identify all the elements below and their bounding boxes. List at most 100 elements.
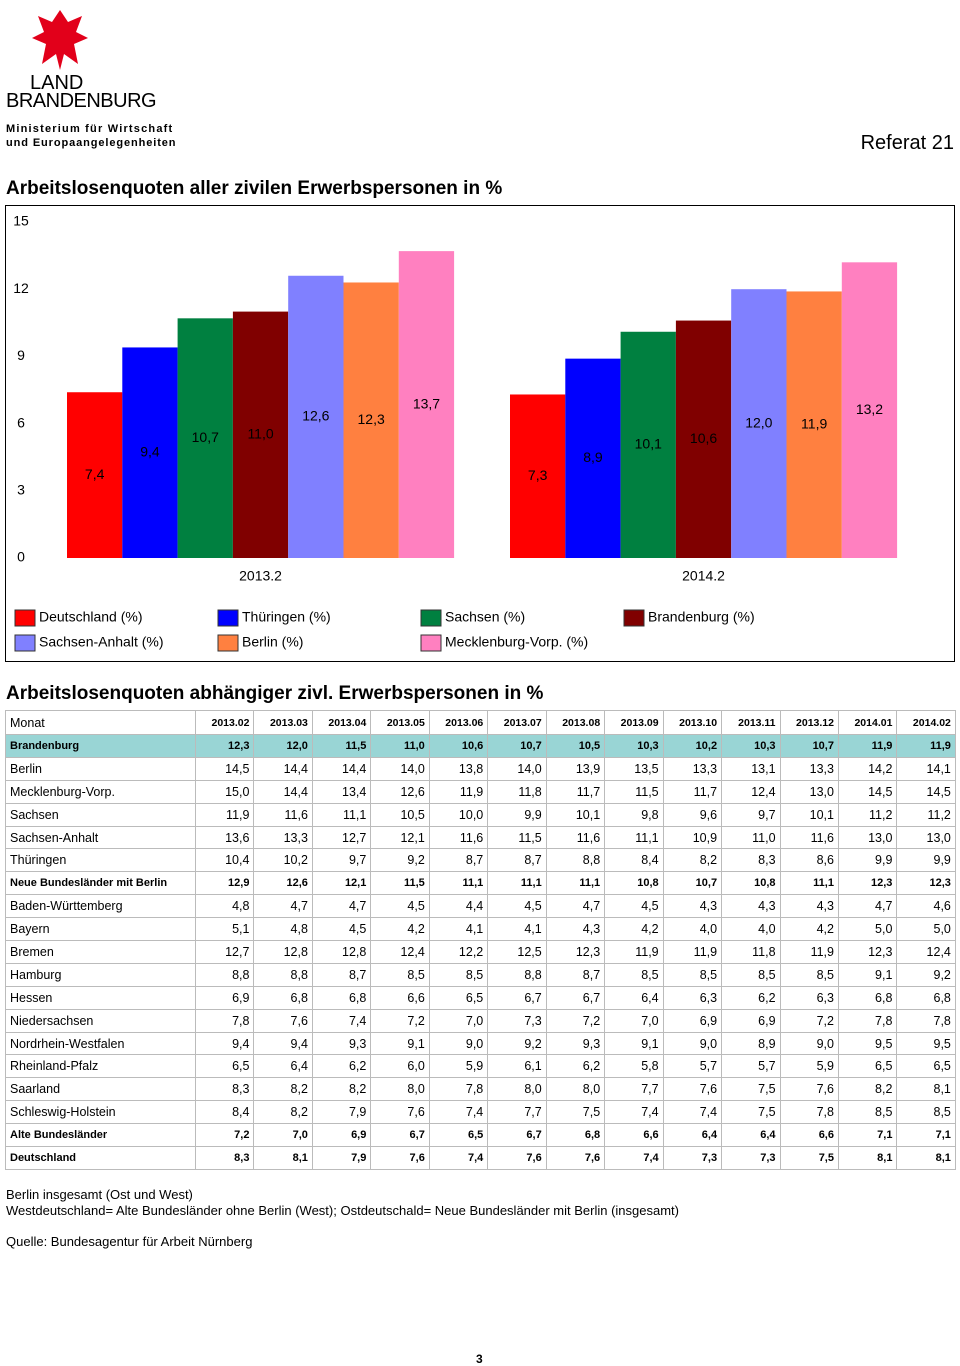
cell: 7,4 [662, 1100, 723, 1125]
cell: 14,5 [896, 779, 956, 804]
table-row: Niedersachsen 7,8 7,6 7,4 7,2 7,0 7,3 7,2 7,0 6,9… [5, 1008, 956, 1033]
cell: 9,6 [662, 802, 723, 827]
cell: 4,8 [253, 917, 313, 942]
cell: 8,1 [837, 1146, 898, 1170]
cell: 6,4 [253, 1054, 313, 1079]
row-label: Hamburg [5, 962, 196, 987]
cell: 11,1 [487, 871, 547, 896]
cell: 8,5 [370, 962, 430, 987]
cell: 8,5 [837, 1100, 898, 1125]
cell: 7,4 [311, 1008, 372, 1033]
table-row: Saarland 8,3 8,2 8,2 8,0 7,8 8,0 8,0 7,7 7,6 7,5 7,… [5, 1077, 956, 1102]
cell: 8,1 [896, 1146, 956, 1170]
cell: 6,7 [487, 985, 547, 1010]
x-tick-label: 2014.2 [682, 568, 725, 584]
cell: 7,8 [837, 1008, 898, 1033]
cell: 6,9 [311, 1123, 372, 1148]
source: Quelle: Bundesagentur für Arbeit Nürnber… [6, 1234, 253, 1249]
logo-text: LAND [30, 72, 84, 94]
header-cell: 2013.05 [370, 710, 430, 735]
row-label: Baden-Württemberg [5, 894, 196, 919]
cell: 8,0 [487, 1077, 547, 1102]
note: Westdeutschland= Alte Bundesländer ohne … [6, 1203, 679, 1218]
cell: 7,6 [370, 1146, 430, 1170]
row-label: Bayern [5, 917, 196, 942]
value-label: 7,3 [528, 467, 548, 483]
y-tick-label: 15 [13, 213, 29, 229]
row-label: Bremen [5, 940, 196, 964]
cell: 7,3 [662, 1146, 723, 1170]
cell: 13,3 [779, 756, 839, 781]
cell: 6,3 [779, 985, 839, 1010]
legend-swatch [217, 634, 239, 652]
legend-label: Brandenburg (%) [648, 609, 755, 625]
cell: 8,7 [487, 848, 547, 873]
ministry: Ministerium für Wirtschaft [6, 123, 174, 135]
cell: 4,6 [896, 894, 956, 919]
bar [232, 311, 289, 558]
page-number: 3 [476, 1352, 483, 1366]
cell: 12,3 [837, 871, 898, 896]
value-label: 10,1 [635, 436, 662, 452]
cell: 12,3 [545, 940, 606, 964]
cell: 13,5 [604, 756, 664, 781]
value-label: 13,2 [856, 401, 883, 417]
cell: 13,0 [896, 825, 956, 850]
cell: 11,5 [311, 734, 372, 758]
cell: 7,2 [370, 1008, 430, 1033]
cell: 11,0 [370, 734, 430, 758]
cell: 9,8 [604, 802, 664, 827]
cell: 9,2 [896, 962, 956, 987]
cell: 7,9 [311, 1146, 372, 1170]
cell: 4,3 [662, 894, 723, 919]
cell: 12,1 [311, 871, 372, 896]
cell: 11,0 [721, 825, 781, 850]
cell: 4,0 [662, 917, 723, 942]
header-cell: 2013.10 [662, 710, 723, 735]
row-label: Neue Bundesländer mit Berlin [5, 871, 196, 896]
cell: 8,7 [545, 962, 606, 987]
header-cell: 2013.08 [545, 710, 606, 735]
chart: 0 3 6 9 12 15 2013.2 7,4 9,4 10,7 11,0 12,6 12,3 13,7… [5, 205, 955, 662]
header-cell: 2013.03 [253, 710, 313, 735]
cell: 13,0 [837, 825, 898, 850]
table-row: Baden-Württemberg 4,8 4,7 4,7 4,5 4,4 4,5 4,7 4,… [5, 894, 956, 919]
cell: 6,1 [487, 1054, 547, 1079]
cell: 11,9 [662, 940, 723, 964]
cell: 10,7 [779, 734, 839, 758]
cell: 9,4 [194, 1031, 255, 1056]
cell: 11,7 [545, 779, 606, 804]
value-label: 11,0 [247, 426, 273, 442]
ministry: und Europaangelegenheiten [6, 137, 177, 149]
cell: 12,3 [896, 871, 956, 896]
row-label: Brandenburg [5, 734, 196, 758]
cell: 4,2 [779, 917, 839, 942]
row-label: Deutschland [5, 1146, 196, 1170]
cell: 10,1 [545, 802, 606, 827]
cell: 11,9 [896, 734, 956, 758]
cell: 4,1 [428, 917, 489, 942]
cell: 8,8 [194, 962, 255, 987]
cell: 4,0 [721, 917, 781, 942]
cell: 7,7 [487, 1100, 547, 1125]
value-label: 8,9 [583, 449, 603, 465]
header-cell: 2013.06 [428, 710, 489, 735]
cell: 12,3 [837, 940, 898, 964]
cell: 11,6 [428, 825, 489, 850]
cell: 8,5 [779, 962, 839, 987]
cell: 8,8 [545, 848, 606, 873]
cell: 15,0 [194, 779, 255, 804]
cell: 6,6 [604, 1123, 664, 1148]
cell: 7,4 [604, 1100, 664, 1125]
table-row: Neue Bundesländer mit Berlin 12,9 12,6 12,1… [5, 871, 956, 896]
department: Referat 21 [860, 132, 954, 154]
cell: 8,2 [837, 1077, 898, 1102]
cell: 6,6 [779, 1123, 839, 1148]
chart-frame [5, 205, 955, 662]
bar [510, 394, 566, 558]
cell: 5,9 [428, 1054, 489, 1079]
legend-label: Berlin (%) [242, 634, 303, 650]
y-tick-label: 0 [17, 549, 25, 565]
cell: 4,3 [721, 894, 781, 919]
